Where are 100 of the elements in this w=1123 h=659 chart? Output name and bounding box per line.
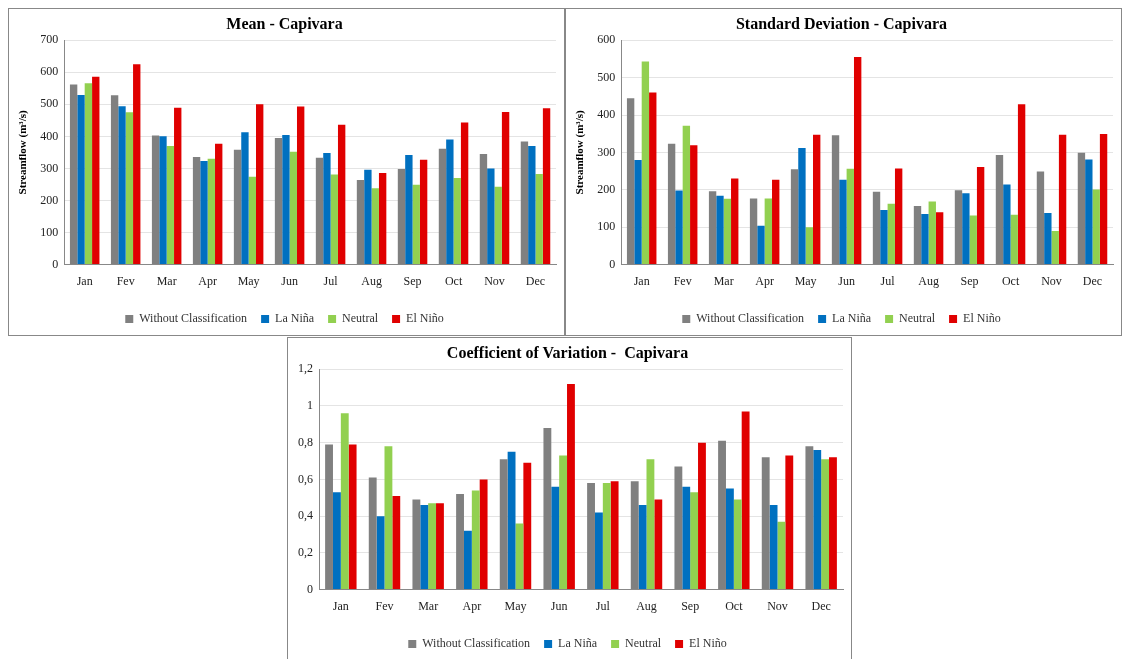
bar bbox=[392, 495, 401, 590]
bar bbox=[241, 132, 249, 265]
x-tick-label: Mar bbox=[418, 598, 439, 613]
bar bbox=[1010, 214, 1018, 265]
y-tick-label: 400 bbox=[40, 128, 59, 143]
bar bbox=[969, 215, 977, 265]
bar bbox=[880, 210, 888, 265]
bar bbox=[118, 106, 126, 265]
y-tick-label: 1 bbox=[307, 398, 313, 413]
bar bbox=[323, 153, 331, 265]
bar bbox=[376, 516, 385, 590]
bar bbox=[594, 512, 603, 590]
legend-label: El Niño bbox=[689, 636, 727, 651]
bar bbox=[675, 190, 683, 265]
bar bbox=[602, 483, 611, 590]
bar bbox=[1085, 159, 1093, 265]
bar bbox=[523, 462, 532, 590]
bar bbox=[733, 499, 742, 590]
legend-label: Neutral bbox=[899, 311, 936, 326]
y-tick-label: 200 bbox=[597, 181, 616, 196]
y-tick-label: 0 bbox=[609, 256, 616, 271]
y-tick-label: 0,2 bbox=[298, 545, 313, 560]
legend-label: Without Classification bbox=[696, 311, 805, 326]
bar bbox=[296, 106, 305, 265]
x-tick-label: Dec bbox=[811, 598, 831, 613]
bar bbox=[887, 203, 895, 265]
x-tick-label: Jul bbox=[323, 273, 339, 288]
x-tick-label: Nov bbox=[1041, 273, 1062, 288]
bar bbox=[654, 499, 663, 590]
x-tick-label: Jun bbox=[281, 273, 298, 288]
y-tick-label: 600 bbox=[40, 64, 59, 79]
bar bbox=[446, 139, 454, 265]
bar bbox=[690, 145, 698, 265]
bar bbox=[1051, 230, 1059, 265]
bar bbox=[1092, 189, 1100, 265]
bar bbox=[731, 178, 739, 265]
y-tick-label: 500 bbox=[40, 96, 59, 111]
bar bbox=[962, 193, 970, 265]
bar bbox=[460, 122, 469, 265]
x-tick-label: Sep bbox=[681, 598, 700, 613]
bar bbox=[567, 383, 575, 590]
x-tick-label: Aug bbox=[361, 273, 382, 288]
bar bbox=[515, 523, 524, 590]
bar bbox=[649, 92, 657, 265]
bar bbox=[428, 503, 437, 590]
legend-label: La Niña bbox=[558, 636, 598, 651]
bar bbox=[471, 490, 480, 590]
y-tick-label: 400 bbox=[597, 107, 616, 122]
bar bbox=[340, 413, 349, 590]
x-tick-label: Mar bbox=[713, 273, 734, 288]
bar bbox=[559, 455, 568, 590]
bar bbox=[256, 104, 264, 265]
bar bbox=[764, 198, 773, 265]
bar bbox=[921, 214, 929, 265]
bar bbox=[507, 451, 516, 590]
bar bbox=[813, 450, 822, 590]
bar bbox=[405, 154, 413, 265]
y-tick-label: 300 bbox=[40, 160, 59, 175]
x-tick-label: Mar bbox=[156, 273, 177, 288]
y-tick-label: 200 bbox=[40, 192, 59, 207]
bar bbox=[1003, 184, 1011, 265]
x-tick-label: Nov bbox=[767, 598, 788, 613]
bar bbox=[1058, 134, 1067, 265]
bar bbox=[84, 83, 93, 265]
bar bbox=[1044, 212, 1052, 265]
bar bbox=[682, 125, 691, 265]
y-tick-label: 0,6 bbox=[298, 471, 313, 486]
x-tick-label: Nov bbox=[484, 273, 505, 288]
bar bbox=[207, 158, 216, 265]
bar bbox=[757, 225, 765, 265]
bar bbox=[332, 492, 341, 590]
bar bbox=[853, 57, 862, 265]
x-tick-label: Jun bbox=[550, 598, 568, 613]
bar bbox=[821, 459, 830, 590]
bar bbox=[289, 151, 297, 265]
x-tick-label: Jul bbox=[595, 598, 611, 613]
x-tick-label: Jan bbox=[76, 273, 93, 288]
y-tick-label: 300 bbox=[597, 144, 616, 159]
bar bbox=[159, 136, 167, 265]
bar bbox=[436, 503, 444, 590]
x-tick-label: Oct bbox=[1001, 273, 1020, 288]
legend-label: La Niña bbox=[832, 311, 872, 326]
bar bbox=[634, 159, 642, 265]
bar bbox=[494, 186, 502, 265]
x-tick-label: Oct bbox=[725, 598, 744, 613]
bar bbox=[682, 486, 691, 590]
legend-label: El Niño bbox=[963, 311, 1001, 326]
legend-label: Without Classification bbox=[422, 636, 531, 651]
bar bbox=[463, 530, 472, 590]
bar bbox=[166, 145, 175, 265]
bar bbox=[412, 184, 420, 265]
bar bbox=[551, 486, 560, 590]
x-tick-label: May bbox=[794, 273, 817, 288]
bar bbox=[772, 179, 780, 265]
bar bbox=[133, 64, 141, 265]
y-tick-label: 500 bbox=[597, 69, 616, 84]
legend-label: El Niño bbox=[406, 311, 444, 326]
x-tick-label: Sep bbox=[960, 273, 979, 288]
x-tick-label: Dec bbox=[525, 273, 546, 288]
bar bbox=[501, 112, 510, 265]
